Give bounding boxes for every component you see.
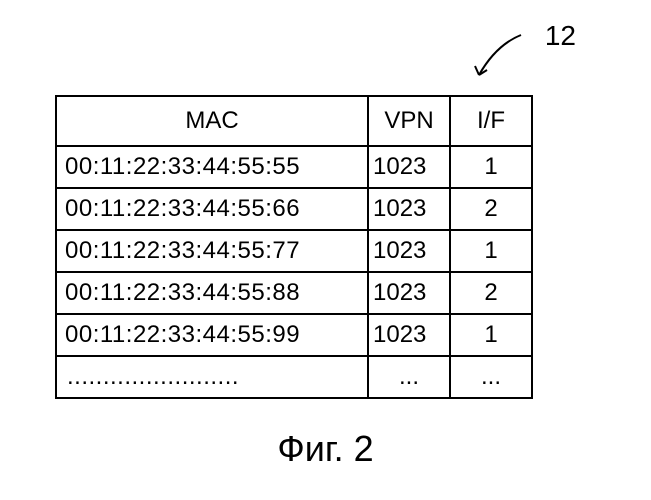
mac-address-table: MAC VPN I/F 00:11:22:33:44:55:55 1023 1 … — [55, 95, 533, 399]
if-cell: 2 — [450, 188, 532, 230]
vpn-cell: 1023 — [368, 314, 450, 356]
table-ellipsis-row: ........................ ... ... — [56, 356, 532, 398]
mac-cell: 00:11:22:33:44:55:88 — [56, 272, 368, 314]
column-header-mac: MAC — [56, 96, 368, 146]
ellipsis-cell: ... — [368, 356, 450, 398]
mac-table-container: MAC VPN I/F 00:11:22:33:44:55:55 1023 1 … — [55, 95, 533, 399]
if-cell: 1 — [450, 230, 532, 272]
if-cell: 1 — [450, 314, 532, 356]
table-row: 00:11:22:33:44:55:77 1023 1 — [56, 230, 532, 272]
ellipsis-cell: ........................ — [56, 356, 368, 398]
mac-cell: 00:11:22:33:44:55:99 — [56, 314, 368, 356]
reference-arrow — [471, 30, 531, 90]
mac-cell: 00:11:22:33:44:55:55 — [56, 146, 368, 188]
vpn-cell: 1023 — [368, 188, 450, 230]
column-header-vpn: VPN — [368, 96, 450, 146]
table-header-row: MAC VPN I/F — [56, 96, 532, 146]
mac-cell: 00:11:22:33:44:55:77 — [56, 230, 368, 272]
table-row: 00:11:22:33:44:55:66 1023 2 — [56, 188, 532, 230]
vpn-cell: 1023 — [368, 230, 450, 272]
table-row: 00:11:22:33:44:55:99 1023 1 — [56, 314, 532, 356]
ellipsis-cell: ... — [450, 356, 532, 398]
table-row: 00:11:22:33:44:55:55 1023 1 — [56, 146, 532, 188]
column-header-if: I/F — [450, 96, 532, 146]
figure-caption: Фиг. 2 — [0, 428, 651, 470]
figure-reference-number: 12 — [545, 20, 576, 52]
table-row: 00:11:22:33:44:55:88 1023 2 — [56, 272, 532, 314]
vpn-cell: 1023 — [368, 272, 450, 314]
if-cell: 2 — [450, 272, 532, 314]
mac-cell: 00:11:22:33:44:55:66 — [56, 188, 368, 230]
vpn-cell: 1023 — [368, 146, 450, 188]
if-cell: 1 — [450, 146, 532, 188]
